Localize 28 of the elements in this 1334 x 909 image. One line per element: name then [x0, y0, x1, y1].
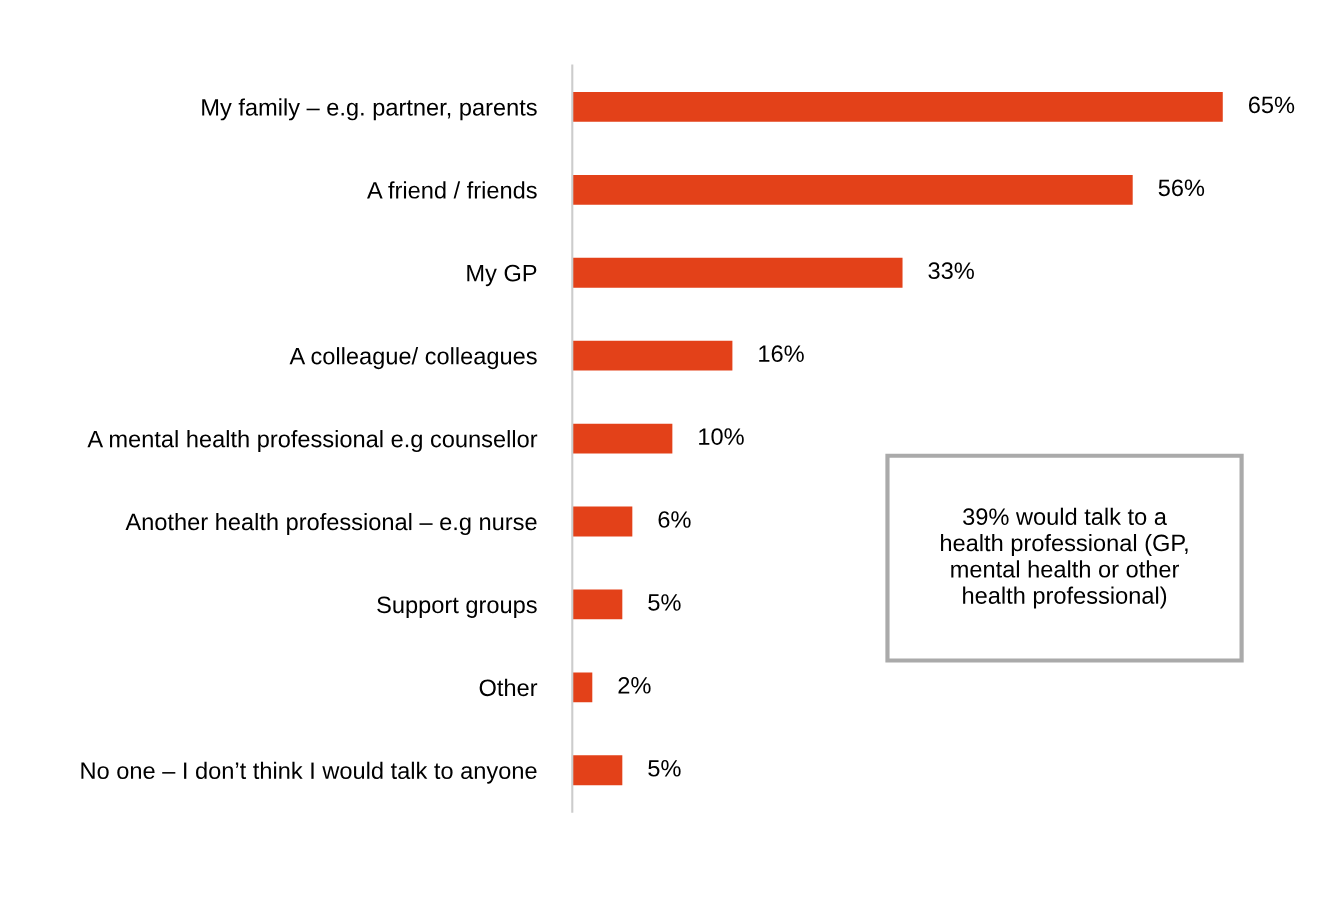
data-label: 65% [1248, 96, 1295, 114]
bar [572, 257, 903, 288]
bar [572, 506, 633, 537]
y-tick-label: A friend / friends [367, 181, 537, 199]
data-label: 33% [928, 262, 974, 280]
data-label: 6% [658, 511, 691, 528]
y-tick-label: A colleague/ colleagues [289, 347, 537, 370]
data-label: 5% [648, 594, 681, 611]
data-label: 16% [759, 345, 804, 363]
data-label: 56% [1158, 179, 1205, 197]
y-tick-label: Another health professional – e.g nurse [125, 512, 537, 535]
bar [572, 174, 1133, 205]
bar [572, 589, 623, 620]
y-tick-label: Other [479, 678, 538, 697]
annotation: 39% would talk to a health professional (GP, mental health or other health professional) [941, 507, 1188, 609]
y-tick-label: My GP [467, 264, 537, 287]
data-label: 5% [648, 760, 681, 777]
bar [572, 340, 733, 371]
y-tick-label: No one – I don’t think I would talk to anyone [81, 761, 537, 784]
bar [572, 672, 593, 703]
bar [572, 91, 1223, 122]
bar [572, 423, 673, 454]
bar [572, 755, 623, 786]
y-tick-label: Support groups [377, 596, 537, 618]
data-label: 2% [618, 676, 651, 694]
y-tick-label: A mental health professional e.g counsellor [87, 430, 538, 453]
y-tick-label: My family – e.g. partner, parents [202, 98, 537, 121]
data-label: 10% [699, 428, 744, 445]
